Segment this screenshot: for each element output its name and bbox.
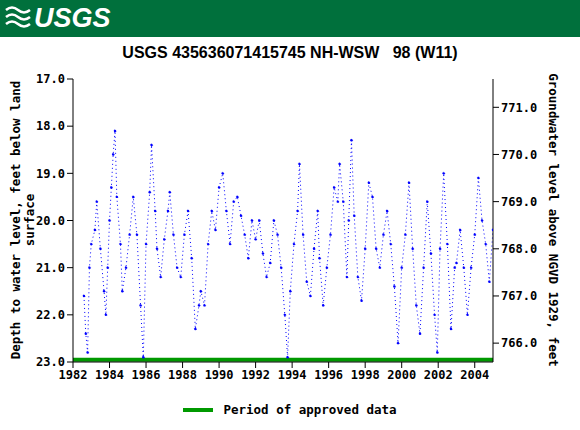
svg-text:1994: 1994 xyxy=(278,368,307,382)
svg-text:1996: 1996 xyxy=(314,368,343,382)
svg-text:21.0: 21.0 xyxy=(36,261,65,275)
html-text:Period of approved data: Period of approved data xyxy=(223,402,397,417)
svg-text:19.0: 19.0 xyxy=(36,167,65,181)
html-text:Depth to water level, feet bel: Depth to water level, feet below land su… xyxy=(8,80,37,360)
svg-text:2004: 2004 xyxy=(460,368,489,382)
svg-text:1984: 1984 xyxy=(95,368,124,382)
html-text:USGS 435636071415745 NH-WSW 98: USGS 435636071415745 NH-WSW 98 (W11) xyxy=(122,44,458,61)
svg-text:769.0: 769.0 xyxy=(501,195,537,209)
svg-text:768.0: 768.0 xyxy=(501,242,537,256)
svg-text:2000: 2000 xyxy=(387,368,416,382)
svg-text:770.0: 770.0 xyxy=(501,148,537,162)
svg-text:18.0: 18.0 xyxy=(36,119,65,133)
svg-text:17.0: 17.0 xyxy=(36,72,65,86)
svg-text:771.0: 771.0 xyxy=(501,101,537,115)
svg-text:1988: 1988 xyxy=(168,368,197,382)
svg-text:767.0: 767.0 xyxy=(501,289,537,303)
html-text:Groundwater level above NGVD 1: Groundwater level above NGVD 1929, feet xyxy=(546,73,561,367)
svg-text:1982: 1982 xyxy=(59,368,88,382)
svg-text:1986: 1986 xyxy=(132,368,161,382)
svg-text:2002: 2002 xyxy=(424,368,453,382)
svg-text:22.0: 22.0 xyxy=(36,308,65,322)
svg-text:20.0: 20.0 xyxy=(36,214,65,228)
svg-text:1998: 1998 xyxy=(351,368,380,382)
html-text:USGS: USGS xyxy=(34,3,111,33)
svg-text:766.0: 766.0 xyxy=(501,336,537,350)
svg-text:1990: 1990 xyxy=(205,368,234,382)
svg-text:1992: 1992 xyxy=(241,368,270,382)
svg-text:23.0: 23.0 xyxy=(36,355,65,369)
